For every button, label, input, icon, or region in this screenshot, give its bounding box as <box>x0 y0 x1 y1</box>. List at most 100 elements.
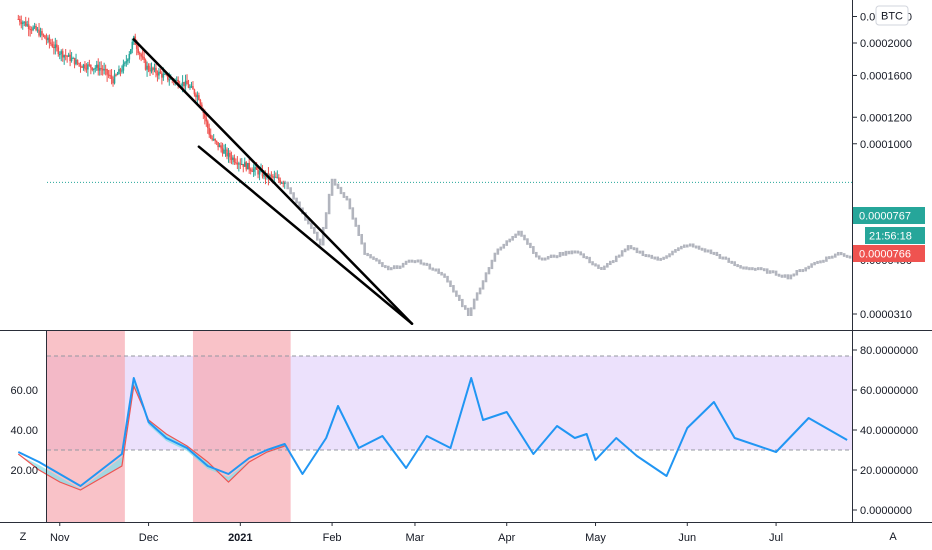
projection-bar <box>310 222 313 229</box>
candle-body <box>245 162 248 170</box>
projection-bar <box>579 251 583 256</box>
log-scale-button[interactable]: Z <box>20 531 27 543</box>
projection-bar <box>839 251 843 256</box>
projection-bar <box>375 257 378 262</box>
candle-body <box>243 162 246 167</box>
candle-body <box>79 64 82 67</box>
candle-body <box>103 69 105 71</box>
candle-body <box>159 71 162 74</box>
projection-bar <box>455 290 458 297</box>
projection-bar <box>289 187 292 195</box>
candle-body <box>94 67 97 69</box>
candle-body <box>263 172 265 177</box>
wedge-lower-line[interactable] <box>197 145 414 325</box>
projection-bar <box>419 259 423 265</box>
shaded-zones <box>47 331 291 522</box>
projection-bar <box>514 233 517 238</box>
candle-body <box>242 164 245 167</box>
falling-wedge-drawing[interactable] <box>132 38 414 325</box>
projection-bar <box>635 247 639 254</box>
candle-body <box>190 86 193 88</box>
candle-body <box>155 67 157 74</box>
candle-body <box>61 51 64 58</box>
projection-bar <box>363 242 366 255</box>
projection-bar <box>671 250 674 256</box>
price-axis[interactable]: 0.00024000.00020000.00016000.00012000.00… <box>852 5 925 321</box>
countdown-tag-text: 21:56:18 <box>869 231 912 243</box>
projection-bar <box>381 262 384 268</box>
currency-badge[interactable]: BTC <box>875 5 909 26</box>
projection-bar <box>348 198 352 210</box>
candle-body <box>35 26 37 31</box>
projection-bar <box>795 270 799 276</box>
osc-tick-label: 0.0000000 <box>860 505 912 517</box>
candle-body <box>38 29 40 36</box>
candle-body <box>39 31 42 36</box>
candle-body <box>186 80 188 85</box>
candle-body <box>187 84 190 88</box>
oscillator-left-axis[interactable]: 60.00 40.00 20.00 <box>10 385 38 477</box>
candle-body <box>90 64 92 68</box>
candle-body <box>196 95 199 98</box>
projection-bar <box>585 256 588 260</box>
projection-bar <box>384 265 387 269</box>
time-axis[interactable]: Nov Dec 2021 Feb Mar Apr May Jun Jul <box>50 522 783 544</box>
projection-bar <box>499 246 503 251</box>
candle-body <box>233 157 236 163</box>
projection-bar <box>389 267 393 271</box>
projection-bar <box>520 230 523 237</box>
projection-bar <box>517 230 520 236</box>
projection-bar <box>546 256 550 260</box>
projection-bar <box>721 256 725 260</box>
candle-body <box>97 64 100 71</box>
candle-body <box>17 18 20 20</box>
candle-body <box>255 167 258 170</box>
candle-body <box>184 80 187 87</box>
projection-bar <box>292 192 295 200</box>
candle-body <box>181 81 184 86</box>
candle-body <box>67 54 70 57</box>
candle-body <box>84 64 86 69</box>
projection-bar <box>759 267 763 271</box>
candle-body <box>72 57 74 59</box>
projection-bar <box>774 270 778 276</box>
candle-body <box>232 157 234 160</box>
projection-bar <box>540 257 544 261</box>
projection-bar <box>623 248 627 253</box>
candle-body <box>141 56 144 58</box>
projection-bar <box>620 250 624 257</box>
price-pane[interactable] <box>17 14 852 325</box>
projection-bar <box>558 251 562 258</box>
osc-tick-label: 60.0000000 <box>860 385 918 397</box>
candle-body <box>280 182 283 184</box>
candle-body <box>162 73 165 78</box>
auto-scale-button[interactable]: A <box>889 531 897 543</box>
candle-body <box>226 149 228 157</box>
candle-body <box>87 64 89 70</box>
oscillator-pane[interactable] <box>17 331 852 522</box>
projection-bar <box>576 250 580 254</box>
candle-body <box>75 59 77 65</box>
projection-bar <box>555 255 559 259</box>
candle-body <box>124 62 126 64</box>
candle-body <box>91 67 94 70</box>
oscillator-right-axis[interactable]: 80.0000000 60.0000000 40.0000000 20.0000000… <box>852 345 918 517</box>
time-tick-label: Nov <box>50 532 70 544</box>
projection-bar <box>493 252 497 262</box>
projection-bar <box>523 234 526 241</box>
candle-body <box>251 170 253 172</box>
projection-bar <box>573 250 577 254</box>
projection-bars <box>283 178 852 316</box>
candle-body <box>95 64 98 68</box>
candle-body <box>70 58 73 61</box>
candle-body <box>192 86 194 90</box>
projection-bar <box>452 285 455 293</box>
candle-body <box>261 169 264 177</box>
projection-bar <box>570 250 574 255</box>
wedge-upper-line[interactable] <box>132 38 414 325</box>
projection-bar <box>626 245 630 251</box>
candle-body <box>227 152 230 157</box>
projection-bar <box>650 254 654 259</box>
projection-bar <box>709 249 713 255</box>
candle-body <box>144 60 147 70</box>
